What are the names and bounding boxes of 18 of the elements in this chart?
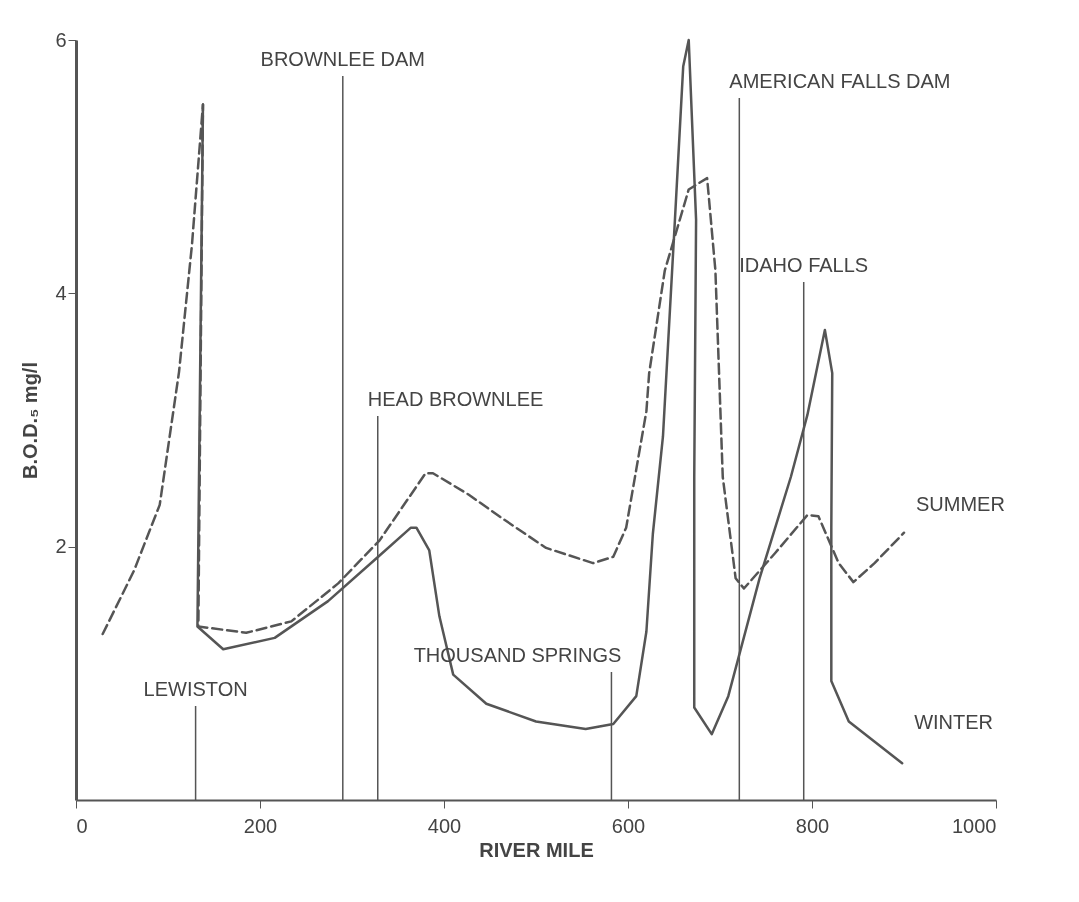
x-tick-label: 600 (611, 814, 646, 837)
ref-line-label: BROWNLEE DAM (260, 48, 426, 70)
x-tick-label: 800 (795, 814, 830, 837)
x-tick-label: 0 (76, 814, 88, 837)
series-label: SUMMER (916, 492, 1005, 515)
x-tick-label: 200 (243, 814, 278, 837)
y-axis-title: B.O.D.₅ mg/l (19, 362, 42, 479)
x-axis-title: RIVER MILE (479, 838, 594, 861)
series-label: WINTER (914, 711, 994, 734)
y-tick-label: 2 (55, 535, 67, 558)
ref-line-label: HEAD BROWNLEE (367, 388, 544, 410)
ref-line-label: LEWISTON (143, 678, 248, 700)
x-tick-label: 1000 (952, 814, 997, 837)
ref-line-label: IDAHO FALLS (739, 254, 869, 276)
y-tick-label: 4 (55, 281, 67, 304)
y-tick-label: 6 (55, 28, 67, 51)
x-tick-label: 400 (427, 814, 462, 837)
ref-line-label: AMERICAN FALLS DAM (729, 70, 951, 92)
